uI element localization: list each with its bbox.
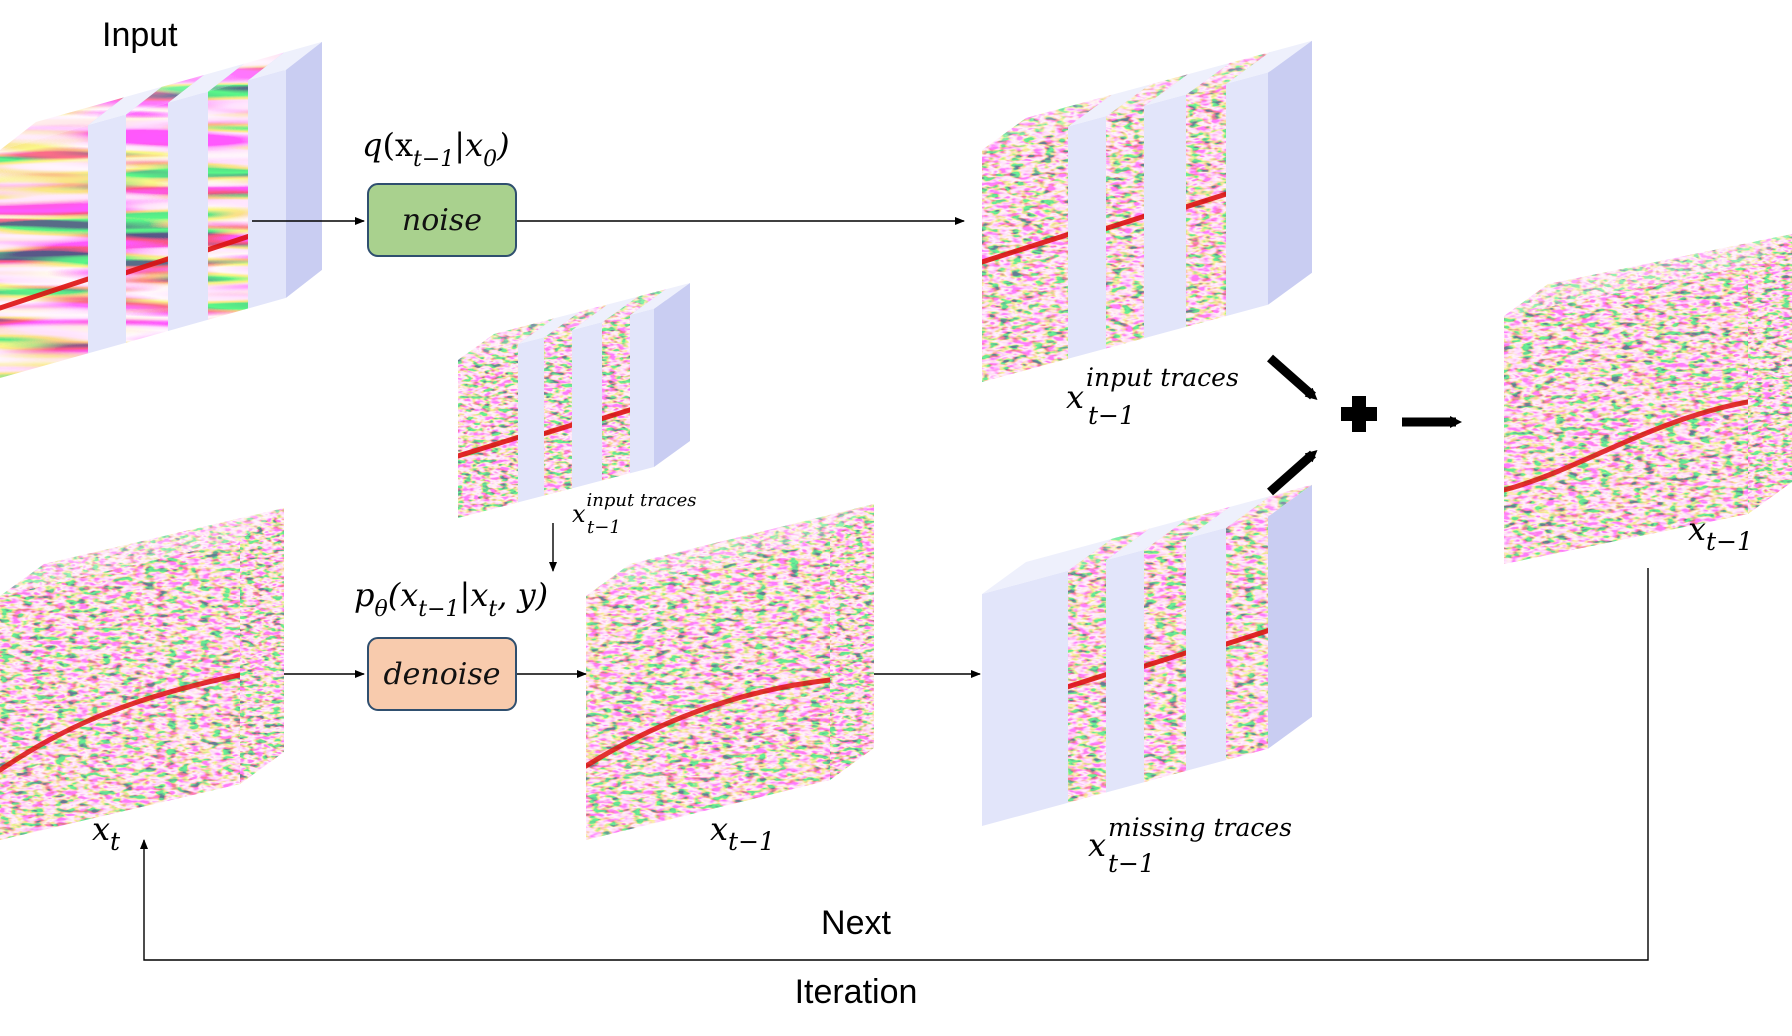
- label-missing-traces: xmissing traces t−1: [1088, 813, 1292, 878]
- noise-box: [367, 183, 517, 257]
- input-title: Input: [102, 16, 178, 54]
- denoise-formula: pθ(xt−1|xt, y): [354, 576, 548, 622]
- label-x-t-minus-1-mid: xt−1: [710, 810, 775, 856]
- x-t-minus-1-volume: [586, 504, 874, 840]
- input-volume: [0, 41, 322, 378]
- loop-label-next: Next: [821, 904, 891, 942]
- conditioning-volume: [458, 283, 690, 518]
- label-input-traces-small: xinput traces t−1: [572, 490, 697, 538]
- noise-label: noise: [402, 203, 482, 238]
- denoise-label: denoise: [383, 657, 500, 692]
- noisy-input-traces-volume: [982, 40, 1312, 382]
- noise-process: noise: [367, 183, 517, 257]
- label-x-t: xt: [92, 810, 121, 856]
- label-input-traces-top: xinput traces t−1: [1066, 363, 1239, 430]
- loop-label-iteration: Iteration: [795, 973, 918, 1011]
- x-t-volume: [0, 508, 284, 840]
- iteration-loop-arrow: [140, 568, 1649, 961]
- denoise-process: denoise: [367, 637, 517, 711]
- noise-formula: q(xt−1|x0): [362, 126, 510, 172]
- label-x-t-minus-1-right: xt−1: [1688, 510, 1753, 556]
- plus-operator: [1341, 396, 1377, 432]
- result-volume: [1504, 234, 1792, 564]
- volumes-layer: [0, 40, 1792, 840]
- bold-arrow-top-to-plus: [1267, 354, 1318, 400]
- bold-arrow-bottom-to-plus: [1267, 450, 1318, 496]
- missing-traces-volume: [982, 484, 1312, 826]
- denoise-box: [367, 637, 517, 711]
